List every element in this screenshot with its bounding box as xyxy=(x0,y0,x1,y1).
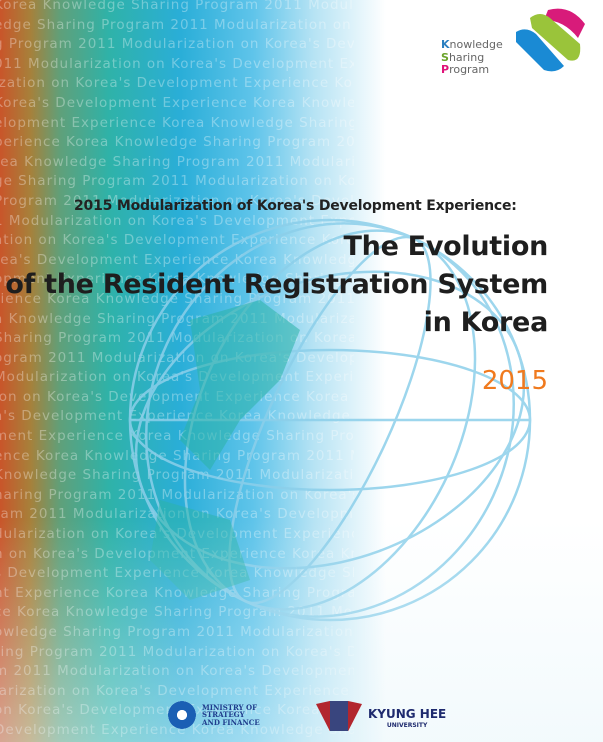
cover-title: The Evolution of the Resident Registrati… xyxy=(5,228,548,342)
ministry-seal-icon xyxy=(168,701,196,729)
cover-year: 2015 xyxy=(481,366,548,396)
kyung-hee-logo: KYUNG HEE UNIVERSITY xyxy=(316,701,446,731)
ksp-logo-icon xyxy=(516,8,585,72)
title-line: of the Resident Registration System xyxy=(5,269,548,300)
ministry-name-line: STRATEGY xyxy=(202,710,245,720)
title-line: in Korea xyxy=(423,307,549,338)
university-name: KYUNG HEE xyxy=(368,707,447,721)
university-sub: UNIVERSITY xyxy=(386,722,428,729)
ministry-logo: MINISTRY OF STRATEGY AND FINANCE xyxy=(168,701,260,729)
ministry-name-line: AND FINANCE xyxy=(202,717,260,727)
title-line: The Evolution xyxy=(343,231,549,262)
series-subtitle: 2015 Modularization of Korea's Developme… xyxy=(74,198,517,214)
ksp-wordmark: Knowledge Sharing Program xyxy=(441,38,503,76)
ministry-name-line: MINISTRY OF xyxy=(202,702,258,712)
kyung-hee-emblem-icon xyxy=(316,701,362,731)
